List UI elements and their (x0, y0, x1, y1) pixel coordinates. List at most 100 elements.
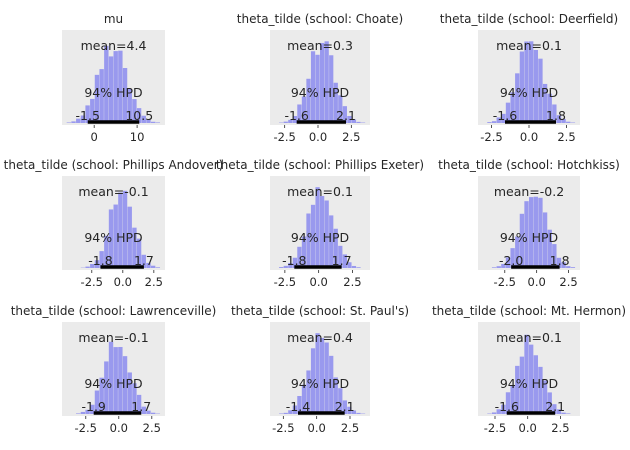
histogram-bar (76, 118, 81, 123)
histogram-bar (297, 104, 302, 123)
histogram-bar (301, 384, 307, 414)
histogram-bar (496, 409, 501, 414)
histogram-bar (519, 356, 525, 414)
histogram-bar (90, 263, 95, 268)
histogram-bar (505, 392, 511, 414)
histogram-bar (315, 187, 320, 268)
histogram-bar (320, 196, 325, 268)
subplot-title: theta_tilde (school: Mt. Hermon) (432, 304, 626, 318)
histogram-bar (542, 83, 548, 123)
histogram-bar (127, 372, 132, 414)
histogram-bar (118, 50, 123, 123)
histogram-bar (338, 245, 343, 268)
subplot-1: theta_tilde (school: Choate) mean=0.3 94% … (237, 12, 403, 144)
histogram-bar (315, 333, 320, 414)
histogram-bar (529, 197, 534, 268)
mean-label: mean=-0.2 (494, 184, 564, 199)
histogram-bar (505, 102, 511, 123)
histogram-bar (104, 235, 109, 268)
subplot-title: theta_tilde (school: Lawrenceville) (11, 304, 217, 318)
histogram-bar (90, 404, 95, 414)
hpd-label: 94% HPD (84, 230, 142, 245)
histogram-bar (132, 383, 137, 414)
histogram-bar (108, 209, 114, 268)
x-tick-label: -2.5 (75, 421, 97, 435)
histogram-bar (356, 412, 361, 414)
histogram-bar (342, 254, 347, 268)
histogram-bar (104, 45, 109, 123)
histogram-bar (533, 49, 538, 123)
hpd-high-label: 2.1 (336, 108, 356, 123)
histogram-bar (547, 93, 552, 123)
histogram-bar (566, 266, 571, 268)
hpd-low-label: -1.4 (286, 399, 310, 414)
hpd-high-label: 2.1 (335, 399, 355, 414)
histogram-bar (519, 51, 525, 123)
subplot-title: theta_tilde (school: Phillips Andover) (4, 158, 224, 172)
x-tick-label: -2.5 (81, 275, 103, 289)
hpd-low-label: -1.8 (282, 253, 306, 268)
histogram-bar (292, 257, 297, 268)
hpd-low-label: -1.9 (81, 399, 105, 414)
histogram-bar (561, 412, 566, 414)
histogram-bar (570, 267, 576, 268)
histogram-bar (113, 204, 118, 268)
x-tick-label: 0.0 (528, 275, 546, 289)
subplot-title: theta_tilde (school: Deerfield) (440, 12, 618, 26)
histogram-bar (113, 347, 118, 414)
mean-label: mean=0.1 (287, 184, 353, 199)
histogram-bar (338, 388, 343, 414)
x-tick-label: 0.0 (520, 130, 538, 144)
histogram-bar (127, 88, 132, 123)
hpd-label: 94% HPD (500, 230, 558, 245)
histogram-bar (66, 122, 72, 123)
histogram-bar (283, 412, 288, 414)
x-tick-label: 0 (91, 130, 98, 144)
histogram-bar (333, 82, 338, 123)
histogram-bar (552, 244, 557, 268)
histogram-bar (320, 337, 325, 414)
histogram-bar (122, 68, 128, 123)
hpd-label: 94% HPD (84, 85, 142, 100)
subplot-5: theta_tilde (school: Hotchkiss) mean=-0.2… (438, 158, 620, 289)
histogram-bar (283, 265, 288, 268)
hpd-label: 94% HPD (291, 85, 349, 100)
histogram-bar (329, 355, 334, 414)
x-tick-label: 2.5 (341, 421, 359, 435)
subplot-2: theta_tilde (school: Deerfield) mean=0.1 9… (440, 12, 618, 144)
subplot-title: theta_tilde (school: St. Paul's) (231, 304, 409, 318)
histogram-bar (146, 410, 151, 414)
histogram-bar (347, 406, 352, 414)
mean-label: mean=-0.1 (78, 330, 148, 345)
histogram-bar (85, 409, 90, 414)
x-tick-label: 0.0 (114, 275, 132, 289)
histogram-bar (501, 263, 506, 268)
histogram-bar (141, 406, 146, 414)
hpd-label: 94% HPD (84, 376, 142, 391)
subplot-title: theta_tilde (school: Phillips Exeter) (216, 158, 424, 172)
hpd-low-label: -1.6 (284, 108, 308, 123)
histogram-bar (108, 56, 114, 123)
hpd-low-label: -1.8 (88, 253, 112, 268)
hpd-low-label: -1.6 (493, 108, 517, 123)
histogram-bar (310, 204, 316, 268)
histogram-bar (306, 213, 311, 268)
histogram-bar (342, 400, 347, 414)
histogram-bar (533, 196, 538, 268)
x-tick-label: -2.5 (484, 421, 506, 435)
histogram-bar (94, 260, 100, 268)
histogram-bar (118, 346, 123, 414)
histogram-bar (347, 115, 352, 123)
histogram-bar (155, 122, 161, 123)
histogram-bar (150, 121, 156, 123)
histogram-bar (136, 108, 142, 123)
histogram-bar (310, 348, 316, 414)
histogram-bar (529, 344, 534, 414)
histogram-bar (118, 192, 123, 268)
mean-label: mean=0.1 (496, 330, 562, 345)
histogram-bar (85, 105, 90, 123)
histogram-bar (356, 267, 361, 268)
hpd-label: 94% HPD (500, 376, 558, 391)
histogram-bar (333, 228, 338, 268)
